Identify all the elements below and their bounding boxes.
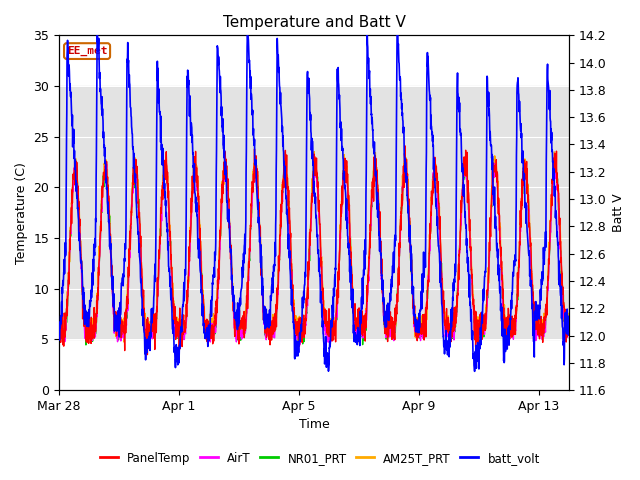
AirT [551, 167, 559, 173]
AM25T_PRT [565, 318, 573, 324]
PanelTemp [550, 159, 558, 165]
NR01_PRT [551, 164, 559, 169]
batt_volt [471, 369, 479, 374]
AirT [55, 327, 63, 333]
PanelTemp [457, 198, 465, 204]
batt_volt [551, 183, 559, 189]
PanelTemp [143, 352, 151, 358]
PanelTemp [565, 316, 573, 322]
NR01_PRT [81, 327, 89, 333]
Line: AM25T_PRT: AM25T_PRT [59, 152, 569, 342]
batt_volt [290, 325, 298, 331]
Line: batt_volt: batt_volt [59, 36, 569, 372]
AirT [303, 300, 311, 306]
AM25T_PRT [290, 297, 298, 302]
Title: Temperature and Batt V: Temperature and Batt V [223, 15, 406, 30]
Line: PanelTemp: PanelTemp [59, 146, 569, 355]
AirT [81, 336, 89, 341]
PanelTemp [55, 331, 63, 337]
batt_volt [55, 320, 63, 325]
batt_volt [93, 33, 101, 38]
NR01_PRT [457, 212, 465, 217]
batt_volt [81, 313, 89, 319]
batt_volt [565, 331, 573, 337]
batt_volt [550, 193, 558, 199]
AM25T_PRT [303, 300, 311, 306]
NR01_PRT [55, 325, 63, 331]
AM25T_PRT [120, 339, 128, 345]
AM25T_PRT [457, 204, 465, 209]
NR01_PRT [303, 297, 311, 302]
Line: AirT: AirT [59, 161, 569, 345]
PanelTemp [303, 288, 311, 294]
X-axis label: Time: Time [299, 419, 330, 432]
NR01_PRT [290, 307, 298, 312]
NR01_PRT [565, 324, 573, 330]
AirT [550, 164, 558, 169]
Text: EE_met: EE_met [67, 46, 108, 56]
AirT [371, 158, 379, 164]
AirT [565, 328, 573, 334]
Bar [59, 86, 569, 339]
Y-axis label: Temperature (C): Temperature (C) [15, 162, 28, 264]
batt_volt [457, 130, 465, 136]
NR01_PRT [401, 158, 408, 164]
AirT [290, 313, 298, 319]
AM25T_PRT [55, 330, 63, 336]
PanelTemp [401, 143, 409, 149]
Y-axis label: Batt V: Batt V [612, 193, 625, 232]
AM25T_PRT [310, 149, 318, 155]
Line: NR01_PRT: NR01_PRT [59, 161, 569, 345]
batt_volt [303, 72, 311, 77]
PanelTemp [551, 151, 559, 156]
PanelTemp [290, 318, 298, 324]
AirT [296, 342, 304, 348]
AM25T_PRT [551, 168, 559, 174]
PanelTemp [81, 319, 89, 324]
NR01_PRT [550, 163, 558, 168]
AM25T_PRT [81, 316, 89, 322]
AirT [457, 219, 465, 225]
AM25T_PRT [550, 149, 558, 155]
Legend: PanelTemp, AirT, NR01_PRT, AM25T_PRT, batt_volt: PanelTemp, AirT, NR01_PRT, AM25T_PRT, ba… [95, 447, 545, 469]
NR01_PRT [82, 342, 90, 348]
